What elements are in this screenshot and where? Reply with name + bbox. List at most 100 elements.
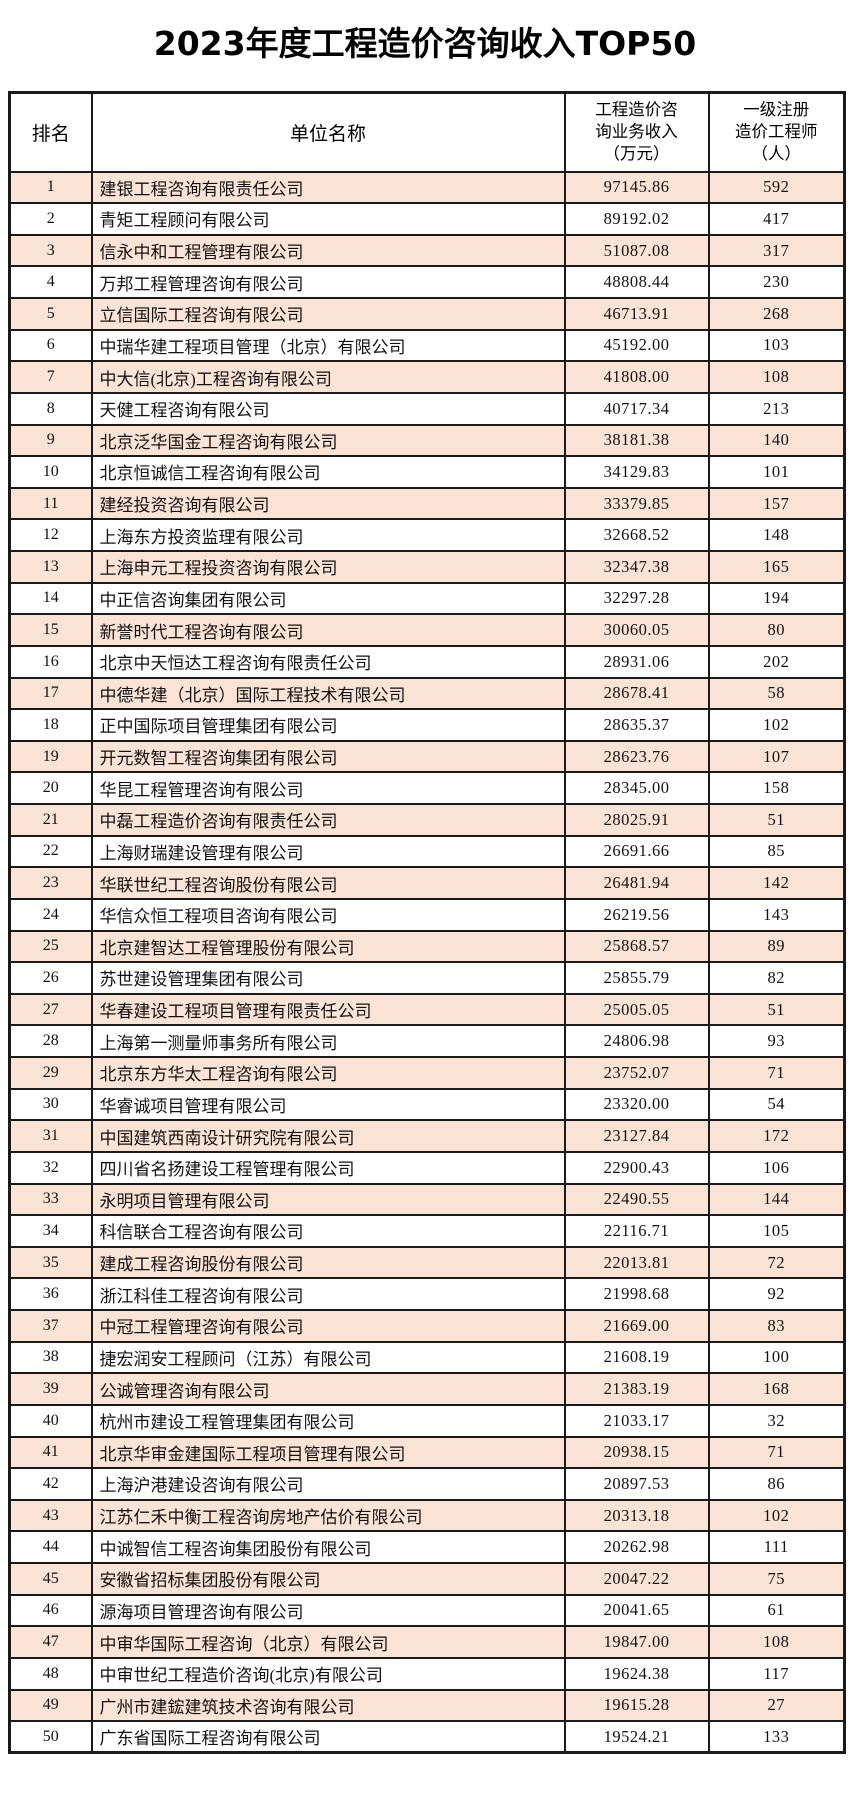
table-row: 48 中审世纪工程造价咨询(北京)有限公司 19624.38 117 <box>8 1656 846 1691</box>
revenue-cell: 28345.00 <box>563 771 710 805</box>
rank-cell: 25 <box>8 929 93 964</box>
table-row: 22 上海财瑞建设管理有限公司 26691.66 85 <box>8 834 846 869</box>
table-row: 15 新誉时代工程咨询有限公司 30060.05 80 <box>8 613 846 647</box>
company-name-cell: 正中国际项目管理集团有限公司 <box>90 708 566 742</box>
rank-cell: 43 <box>8 1498 93 1533</box>
table-row: 24 华信众恒工程项目咨询有限公司 26219.56 143 <box>8 897 846 932</box>
company-name-cell: 广州市建鋐建筑技术咨询有限公司 <box>90 1688 566 1723</box>
revenue-cell: 22116.71 <box>563 1214 710 1248</box>
engineers-cell: 417 <box>707 202 846 236</box>
company-name-cell: 开元数智工程咨询集团有限公司 <box>90 739 566 774</box>
company-name-cell: 中冠工程管理咨询有限公司 <box>90 1309 566 1343</box>
revenue-cell: 20897.53 <box>563 1467 710 1501</box>
rank-cell: 48 <box>8 1656 93 1691</box>
table-row: 37 中冠工程管理咨询有限公司 21669.00 83 <box>8 1309 846 1343</box>
engineers-cell: 51 <box>707 803 846 837</box>
header-row: 排名 单位名称 工程造价咨 询业务收入 （万元） 一级注册 造价工程师 （人） <box>8 91 846 173</box>
table-row: 14 中正信咨询集团有限公司 32297.28 194 <box>8 581 846 616</box>
revenue-cell: 34129.83 <box>563 455 710 489</box>
company-name-cell: 北京泛华国金工程咨询有限公司 <box>90 423 566 458</box>
company-name-cell: 四川省名扬建设工程管理有限公司 <box>90 1150 566 1185</box>
table-row: 20 华昆工程管理咨询有限公司 28345.00 158 <box>8 771 846 805</box>
revenue-cell: 21669.00 <box>563 1309 710 1343</box>
rank-cell: 47 <box>8 1625 93 1659</box>
company-name-cell: 建经投资咨询有限公司 <box>90 486 566 521</box>
engineers-cell: 61 <box>707 1593 846 1628</box>
revenue-cell: 21033.17 <box>563 1403 710 1438</box>
table-row: 43 江苏仁禾中衡工程咨询房地产估价有限公司 20313.18 102 <box>8 1498 846 1533</box>
company-name-cell: 中审华国际工程咨询（北京）有限公司 <box>90 1625 566 1659</box>
engineers-cell: 158 <box>707 771 846 805</box>
rank-cell: 50 <box>8 1720 93 1754</box>
revenue-cell: 25855.79 <box>563 961 710 995</box>
ranking-table: 排名 单位名称 工程造价咨 询业务收入 （万元） 一级注册 造价工程师 （人） … <box>8 91 846 1755</box>
engineers-cell: 71 <box>707 1435 846 1470</box>
engineers-cell: 140 <box>707 423 846 458</box>
table-row: 46 源海项目管理咨询有限公司 20041.65 61 <box>8 1593 846 1628</box>
table-row: 45 安徽省招标集团股份有限公司 20047.22 75 <box>8 1562 846 1596</box>
table-row: 49 广州市建鋐建筑技术咨询有限公司 19615.28 27 <box>8 1688 846 1723</box>
rank-cell: 38 <box>8 1340 93 1375</box>
revenue-cell: 32297.28 <box>563 581 710 616</box>
rank-cell: 39 <box>8 1372 93 1406</box>
revenue-cell: 22013.81 <box>563 1245 710 1280</box>
engineers-cell: 133 <box>707 1720 846 1754</box>
company-name-cell: 新誉时代工程咨询有限公司 <box>90 613 566 647</box>
company-name-cell: 中德华建（北京）国际工程技术有限公司 <box>90 676 566 711</box>
company-name-cell: 信永中和工程管理有限公司 <box>90 233 566 268</box>
revenue-cell: 25868.57 <box>563 929 710 964</box>
engineers-cell: 89 <box>707 929 846 964</box>
engineers-cell: 32 <box>707 1403 846 1438</box>
table-row: 44 中诚智信工程咨询集团股份有限公司 20262.98 111 <box>8 1530 846 1564</box>
engineers-cell: 117 <box>707 1656 846 1691</box>
table-row: 35 建成工程咨询股份有限公司 22013.81 72 <box>8 1245 846 1280</box>
revenue-cell: 46713.91 <box>563 297 710 331</box>
rank-cell: 16 <box>8 644 93 679</box>
engineers-cell: 230 <box>707 265 846 299</box>
table-row: 11 建经投资咨询有限公司 33379.85 157 <box>8 486 846 521</box>
engineers-cell: 202 <box>707 644 846 679</box>
company-name-cell: 建成工程咨询股份有限公司 <box>90 1245 566 1280</box>
engineers-cell: 51 <box>707 992 846 1027</box>
table-row: 16 北京中天恒达工程咨询有限责任公司 28931.06 202 <box>8 644 846 679</box>
table-row: 8 天健工程咨询有限公司 40717.34 213 <box>8 391 846 426</box>
engineers-cell: 194 <box>707 581 846 616</box>
revenue-cell: 38181.38 <box>563 423 710 458</box>
engineers-cell: 144 <box>707 1182 846 1217</box>
engineers-cell: 101 <box>707 455 846 489</box>
engineers-cell: 85 <box>707 834 846 869</box>
rank-cell: 5 <box>8 297 93 331</box>
company-name-cell: 中审世纪工程造价咨询(北京)有限公司 <box>90 1656 566 1691</box>
rank-cell: 15 <box>8 613 93 647</box>
table-row: 39 公诚管理咨询有限公司 21383.19 168 <box>8 1372 846 1406</box>
engineers-cell: 107 <box>707 739 846 774</box>
rank-cell: 4 <box>8 265 93 299</box>
rank-cell: 31 <box>8 1119 93 1153</box>
engineers-cell: 108 <box>707 360 846 394</box>
revenue-cell: 22490.55 <box>563 1182 710 1217</box>
rank-cell: 35 <box>8 1245 93 1280</box>
engineers-cell: 157 <box>707 486 846 521</box>
revenue-cell: 28623.76 <box>563 739 710 774</box>
company-name-cell: 永明项目管理有限公司 <box>90 1182 566 1217</box>
table-row: 19 开元数智工程咨询集团有限公司 28623.76 107 <box>8 739 846 774</box>
company-name-cell: 北京东方华太工程咨询有限公司 <box>90 1056 566 1090</box>
company-name-cell: 中大信(北京)工程咨询有限公司 <box>90 360 566 394</box>
rank-cell: 2 <box>8 202 93 236</box>
revenue-cell: 20047.22 <box>563 1562 710 1596</box>
rank-cell: 23 <box>8 866 93 900</box>
rank-cell: 8 <box>8 391 93 426</box>
header-engineers: 一级注册 造价工程师 （人） <box>707 91 846 173</box>
revenue-cell: 24806.98 <box>563 1024 710 1058</box>
table-row: 3 信永中和工程管理有限公司 51087.08 317 <box>8 233 846 268</box>
table-row: 9 北京泛华国金工程咨询有限公司 38181.38 140 <box>8 423 846 458</box>
company-name-cell: 江苏仁禾中衡工程咨询房地产估价有限公司 <box>90 1498 566 1533</box>
rank-cell: 37 <box>8 1309 93 1343</box>
revenue-cell: 30060.05 <box>563 613 710 647</box>
revenue-cell: 20262.98 <box>563 1530 710 1564</box>
company-name-cell: 天健工程咨询有限公司 <box>90 391 566 426</box>
rank-cell: 17 <box>8 676 93 711</box>
company-name-cell: 公诚管理咨询有限公司 <box>90 1372 566 1406</box>
company-name-cell: 捷宏润安工程顾问（江苏）有限公司 <box>90 1340 566 1375</box>
